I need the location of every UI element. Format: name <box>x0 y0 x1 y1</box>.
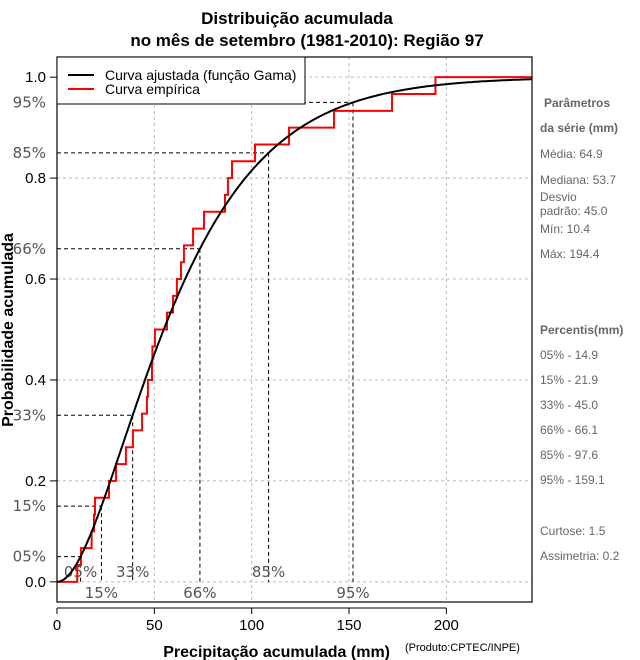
percentile-x-label: 05% <box>64 563 97 581</box>
percentile-y-label: 05% <box>13 548 46 566</box>
params-title-1: Parâmetros <box>544 96 610 110</box>
chart-title-line-2: no mês de setembro (1981-2010): Região 9… <box>130 31 483 50</box>
x-tick-label: 0 <box>53 617 61 634</box>
legend-label-empirical: Curva empírica <box>105 81 200 97</box>
stat-max: Máx: 194.4 <box>540 247 600 261</box>
stat-min: Mín: 10.4 <box>540 222 590 236</box>
percentile-y-label: 85% <box>13 144 46 162</box>
percentil-15: 15% - 21.9 <box>540 373 598 387</box>
percentile-y-label: 15% <box>13 497 46 515</box>
x-tick-label: 200 <box>434 617 459 634</box>
percentile-x-label: 33% <box>116 563 149 581</box>
axes: 0 50 100 150 200 0.0 0.2 0.4 0.6 0.8 1.0 <box>25 69 459 634</box>
legend-label-fitted: Curva ajustada (função Gama) <box>105 67 296 83</box>
grid <box>56 57 532 602</box>
stat-curtose: Curtose: 1.5 <box>540 524 606 538</box>
percentile-x-label: 85% <box>252 563 285 581</box>
credit-label: (Produto:CPTEC/INPE) <box>405 642 520 654</box>
side-panel: Parâmetros da série (mm) Média: 64.9 Med… <box>540 96 623 563</box>
legend-box <box>56 56 306 105</box>
series <box>56 76 533 583</box>
chart-title-line-1: Distribuição acumulada <box>201 9 393 28</box>
percentile-y-label: 33% <box>13 406 46 424</box>
x-tick-label: 50 <box>146 617 163 634</box>
y-axis-label: Probabilidade acumulada <box>0 233 17 427</box>
empirical-curve <box>57 76 532 583</box>
stat-desvio-1: Desvio <box>540 190 577 204</box>
stat-assimetria: Assimetria: 0.2 <box>540 549 620 563</box>
x-tick-label: 100 <box>239 617 264 634</box>
y-tick-label: 0.0 <box>25 574 46 591</box>
x-axis-label: Precipitação acumulada (mm) <box>163 644 390 660</box>
percentile-x-label: 95% <box>336 584 369 602</box>
params-title-2: da série (mm) <box>540 121 618 135</box>
y-tick-label: 0.6 <box>25 271 46 288</box>
percentil-05: 05% - 14.9 <box>540 348 598 362</box>
percentile-x-label: 15% <box>85 584 118 602</box>
x-tick-label: 150 <box>336 617 361 634</box>
legend: Curva ajustada (função Gama) Curva empír… <box>56 56 306 105</box>
percentil-85: 85% - 97.6 <box>540 448 598 462</box>
stat-media: Média: 64.9 <box>540 147 603 161</box>
stat-mediana: Mediana: 53.7 <box>540 173 616 187</box>
percentile-y-label: 95% <box>13 93 46 111</box>
percentil-66: 66% - 66.1 <box>540 423 598 437</box>
stat-desvio-2: padrão: 45.0 <box>540 204 608 218</box>
y-tick-label: 0.4 <box>25 372 46 389</box>
percentile-lines: 05% 05% 15% 15% 33% 33% 66% 66% 85% 85% 95% 95% <box>13 93 370 602</box>
percentile-x-label: 66% <box>183 584 216 602</box>
percentil-95: 95% - 159.1 <box>540 473 605 487</box>
percentis-title: Percentis(mm) <box>540 323 623 337</box>
y-tick-label: 1.0 <box>25 69 46 86</box>
percentile-y-label: 66% <box>13 240 46 258</box>
y-tick-label: 0.2 <box>25 473 46 490</box>
y-tick-label: 0.8 <box>25 170 46 187</box>
plot-frame <box>56 56 533 603</box>
percentil-33: 33% - 45.0 <box>540 398 598 412</box>
fitted-gamma-curve <box>56 78 533 583</box>
